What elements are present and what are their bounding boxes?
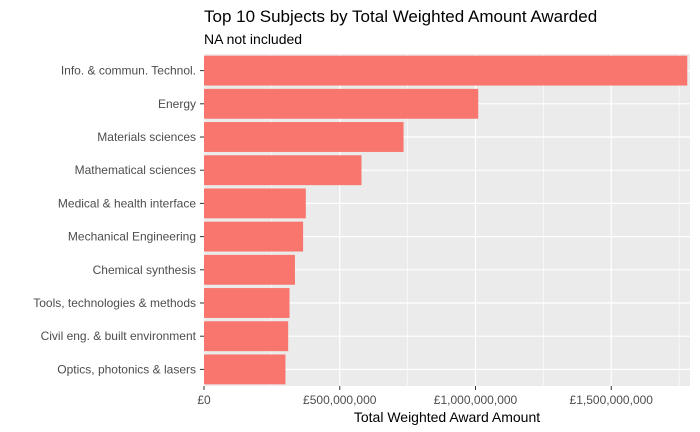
- bars: [204, 55, 688, 385]
- x-tick-label: £1,500,000,000: [570, 393, 654, 407]
- bar-4: [204, 188, 306, 219]
- x-axis-ticks: £0 £500,000,000 £1,000,000,000 £1,500,000,0…: [197, 386, 653, 407]
- bar-6: [204, 254, 295, 285]
- x-tick-label: £0: [197, 393, 211, 407]
- category-label: Energy: [158, 97, 196, 111]
- category-label: Chemical synthesis: [93, 263, 196, 277]
- category-label: Tools, technologies & methods: [33, 296, 196, 310]
- category-label: Info. & commun. Technol.: [61, 64, 196, 78]
- bar-0: [204, 55, 688, 86]
- bar-7: [204, 288, 290, 318]
- x-axis-title: Total Weighted Award Amount: [354, 409, 540, 425]
- category-label: Civil eng. & built environment: [41, 329, 197, 343]
- x-tick-label: £500,000,000: [303, 393, 377, 407]
- x-tick-label: £1,000,000,000: [434, 393, 518, 407]
- category-label: Materials sciences: [97, 130, 196, 144]
- bar-3: [204, 155, 362, 186]
- category-label: Optics, photonics & lasers: [57, 362, 196, 376]
- category-labels: Info. & commun. Technol. Energy Materials …: [33, 64, 204, 376]
- chart-title: Top 10 Subjects by Total Weighted Amount…: [204, 7, 598, 26]
- bar-2: [204, 122, 404, 152]
- category-label: Medical & health interface: [58, 196, 196, 210]
- category-label: Mathematical sciences: [75, 163, 196, 177]
- category-label: Mechanical Engineering: [68, 230, 196, 244]
- bar-9: [204, 354, 286, 385]
- bar-5: [204, 221, 304, 252]
- chart-subtitle: NA not included: [204, 31, 303, 47]
- bar-1: [204, 88, 479, 119]
- bar-8: [204, 321, 289, 352]
